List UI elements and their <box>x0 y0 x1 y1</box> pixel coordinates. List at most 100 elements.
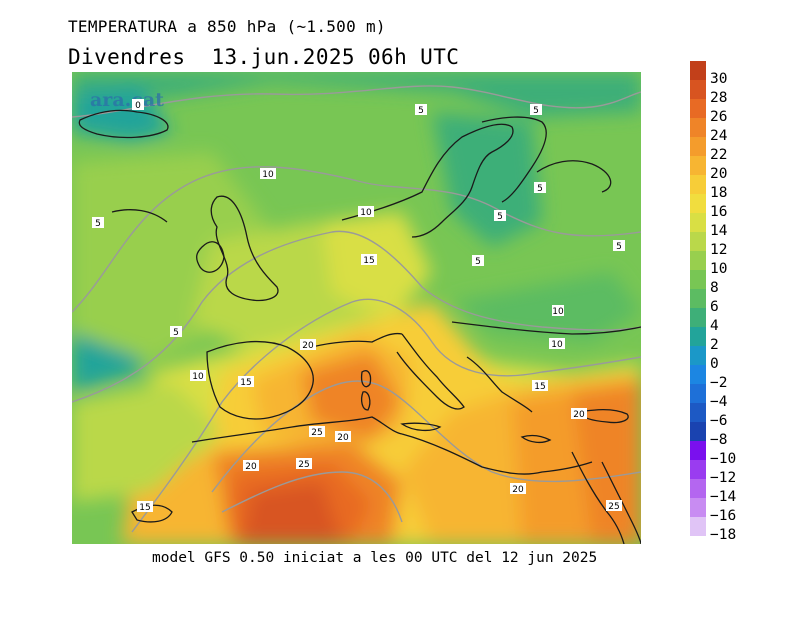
svg-text:15: 15 <box>534 382 545 392</box>
contour-label: 20 <box>571 408 587 420</box>
colorbar-swatch <box>690 422 706 441</box>
colorbar-swatch <box>690 460 706 479</box>
temperature-map: ara.cat 0 5 5 5 5 5 5 5 5 10 10 10 10 10… <box>72 72 641 544</box>
colorbar-swatch <box>690 403 706 422</box>
colorbar-label: 12 <box>710 242 728 258</box>
colorbar-swatch <box>690 517 706 536</box>
contour-label: 20 <box>300 339 316 351</box>
colorbar-swatch <box>690 61 706 80</box>
colorbar-label: −16 <box>710 508 737 524</box>
forecast-datetime: Divendres 13.jun.2025 06h UTC <box>68 45 460 69</box>
colorbar-label: 28 <box>710 90 728 106</box>
colorbar-label: 2 <box>710 337 719 353</box>
contour-label: 5 <box>494 210 506 222</box>
colorbar-swatch <box>690 251 706 270</box>
contour-label: 10 <box>552 305 564 317</box>
colorbar-label: 10 <box>710 261 728 277</box>
colorbar-swatch <box>690 289 706 308</box>
colorbar-label: 22 <box>710 147 728 163</box>
colorbar-label: 20 <box>710 166 728 182</box>
contour-label: 20 <box>510 483 526 495</box>
colorbar-swatch <box>690 384 706 403</box>
svg-text:25: 25 <box>608 502 619 512</box>
svg-text:5: 5 <box>173 328 179 338</box>
contour-labels: 0 5 5 5 5 5 5 5 5 10 10 10 10 10 15 15 1… <box>92 99 625 513</box>
colorbar-label: 24 <box>710 128 728 144</box>
watermark-logo: ara.cat <box>90 89 164 111</box>
contour-label: 20 <box>243 460 259 472</box>
colorbar-label: 30 <box>710 71 728 87</box>
contour-label: 5 <box>472 255 484 267</box>
contour-label: 5 <box>170 326 182 338</box>
svg-text:20: 20 <box>512 485 524 495</box>
contour-label: 10 <box>190 370 206 382</box>
contour-label: 20 <box>335 431 351 443</box>
isotherm-lines <box>72 85 641 533</box>
colorbar-swatch <box>690 346 706 365</box>
svg-text:10: 10 <box>551 340 563 350</box>
svg-text:20: 20 <box>573 410 585 420</box>
svg-text:25: 25 <box>298 460 309 470</box>
contour-label: 5 <box>415 104 427 116</box>
colorbar-label: 0 <box>710 356 719 372</box>
colorbar-label: 14 <box>710 223 728 239</box>
colorbar-label: −6 <box>710 413 728 429</box>
contour-label: 15 <box>238 376 254 388</box>
svg-text:15: 15 <box>363 256 374 266</box>
colorbar-label: −12 <box>710 470 737 486</box>
svg-text:5: 5 <box>616 242 622 252</box>
colorbar-label: 6 <box>710 299 719 315</box>
colorbar-swatch <box>690 498 706 517</box>
svg-text:20: 20 <box>337 433 349 443</box>
contour-label: 25 <box>296 458 312 470</box>
svg-text:0: 0 <box>135 101 141 111</box>
contour-label: 10 <box>358 206 374 218</box>
colorbar-swatch <box>690 137 706 156</box>
contour-label: 10 <box>549 338 565 350</box>
contour-label: 5 <box>613 240 625 252</box>
svg-text:20: 20 <box>302 341 314 351</box>
colorbar-swatch <box>690 175 706 194</box>
model-run-info: model GFS 0.50 iniciat a les 00 UTC del … <box>152 550 598 566</box>
svg-text:10: 10 <box>262 170 274 180</box>
svg-text:5: 5 <box>475 257 481 267</box>
colorbar-swatch <box>690 80 706 99</box>
contour-label: 5 <box>534 182 546 194</box>
colorbar-swatch <box>690 194 706 213</box>
contour-label: 25 <box>309 426 325 438</box>
svg-text:5: 5 <box>537 184 543 194</box>
colorbar-swatch <box>690 232 706 251</box>
svg-text:10: 10 <box>192 372 204 382</box>
svg-text:15: 15 <box>139 503 150 513</box>
chart-title: TEMPERATURA a 850 hPa (~1.500 m) <box>68 17 386 36</box>
coastlines <box>78 109 641 544</box>
svg-text:5: 5 <box>497 212 503 222</box>
colorbar-swatch <box>690 365 706 384</box>
contour-label: 5 <box>530 104 542 116</box>
contour-label: 10 <box>260 168 276 180</box>
contour-label: 5 <box>92 217 104 229</box>
svg-text:15: 15 <box>240 378 251 388</box>
svg-text:25: 25 <box>311 428 322 438</box>
svg-text:5: 5 <box>95 219 101 229</box>
colorbar-label: −18 <box>710 527 737 543</box>
contour-label: 0 <box>132 99 144 111</box>
colorbar-label: 8 <box>710 280 719 296</box>
colorbar-label: 16 <box>710 204 728 220</box>
svg-text:5: 5 <box>418 106 424 116</box>
contour-label: 15 <box>361 254 377 266</box>
colorbar-swatch <box>690 213 706 232</box>
colorbar-swatch <box>690 441 706 460</box>
colorbar-label: −2 <box>710 375 728 391</box>
colorbar-swatch <box>690 99 706 118</box>
colorbar-swatch <box>690 156 706 175</box>
colorbar-swatch <box>690 479 706 498</box>
contour-label: 15 <box>532 380 548 392</box>
contour-label: 25 <box>606 500 622 512</box>
colorbar-label: −14 <box>710 489 737 505</box>
colorbar-label: −8 <box>710 432 728 448</box>
svg-text:10: 10 <box>552 307 564 317</box>
svg-text:10: 10 <box>360 208 372 218</box>
colorbar-label: 26 <box>710 109 728 125</box>
contour-label: 15 <box>137 501 153 513</box>
